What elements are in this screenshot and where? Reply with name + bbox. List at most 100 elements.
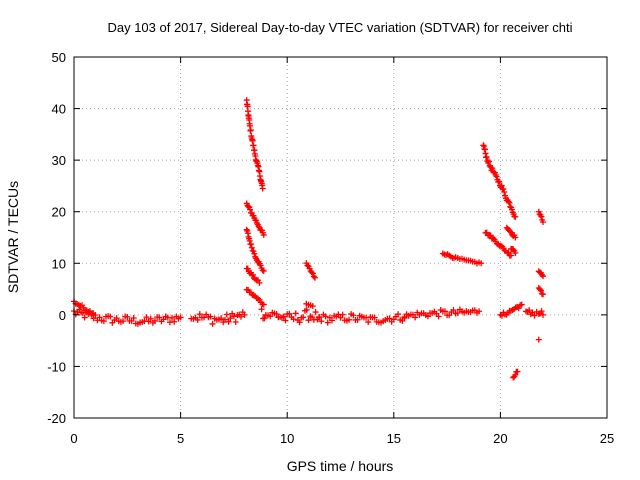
axis-ticks xyxy=(73,56,608,419)
data-point xyxy=(147,315,154,322)
data-point xyxy=(489,165,496,172)
data-point xyxy=(365,319,372,326)
data-point xyxy=(493,173,500,180)
y-axis-label: SDTVAR / TECUs xyxy=(5,181,21,293)
y-tick-label: -20 xyxy=(47,411,66,426)
grid-lines xyxy=(74,57,607,418)
y-tick-label: 20 xyxy=(52,205,66,220)
data-point xyxy=(259,185,266,192)
data-point xyxy=(100,318,107,325)
data-point xyxy=(256,279,263,286)
data-point xyxy=(514,368,521,375)
data-point xyxy=(296,319,303,326)
data-point xyxy=(538,213,545,220)
data-point xyxy=(304,262,311,269)
y-tick-label: 10 xyxy=(52,256,66,271)
data-point xyxy=(310,273,317,280)
x-tick-label: 15 xyxy=(387,431,401,446)
data-point xyxy=(248,244,255,251)
data-point xyxy=(435,313,442,320)
data-point xyxy=(454,309,461,316)
data-point xyxy=(350,312,357,319)
data-point xyxy=(90,310,97,317)
data-point xyxy=(107,313,114,320)
data-point xyxy=(124,313,131,320)
data-point xyxy=(512,249,519,256)
data-point xyxy=(512,213,519,220)
data-point xyxy=(207,313,214,320)
data-point xyxy=(478,260,485,267)
data-point xyxy=(260,268,267,275)
data-points xyxy=(71,97,547,381)
data-point xyxy=(446,312,453,319)
data-point xyxy=(316,313,323,320)
data-point xyxy=(512,371,519,378)
data-point xyxy=(171,318,178,325)
data-point xyxy=(303,306,310,313)
data-point xyxy=(227,315,234,322)
data-point xyxy=(128,318,135,325)
data-point xyxy=(498,182,505,189)
y-tick-label: 50 xyxy=(52,50,66,65)
data-point xyxy=(251,250,258,257)
data-point xyxy=(218,315,225,322)
x-tick-label: 0 xyxy=(70,431,77,446)
data-point xyxy=(505,198,512,205)
data-point xyxy=(196,311,203,318)
data-point xyxy=(258,306,265,313)
data-point xyxy=(232,319,239,326)
data-point xyxy=(395,311,402,318)
data-point xyxy=(536,286,543,293)
data-point xyxy=(531,312,538,319)
data-point xyxy=(290,316,297,323)
data-point xyxy=(156,314,163,321)
data-point xyxy=(286,310,293,317)
data-point xyxy=(424,313,431,320)
data-point xyxy=(238,313,245,320)
data-point xyxy=(312,309,319,316)
data-point xyxy=(401,315,408,322)
data-point xyxy=(81,314,88,321)
data-point xyxy=(255,223,262,230)
data-point xyxy=(305,317,312,324)
data-point xyxy=(537,287,544,294)
data-point xyxy=(476,308,483,315)
data-point xyxy=(250,271,257,278)
data-point xyxy=(324,319,331,326)
data-point xyxy=(450,307,457,314)
data-point xyxy=(318,318,325,325)
data-point xyxy=(346,316,353,323)
x-tick-label: 5 xyxy=(177,431,184,446)
data-point xyxy=(143,314,150,321)
data-point xyxy=(322,313,329,320)
x-tick-label: 20 xyxy=(493,431,507,446)
data-point xyxy=(506,228,513,235)
data-point xyxy=(512,234,519,241)
data-point xyxy=(441,308,448,315)
data-point xyxy=(506,199,513,206)
data-point xyxy=(230,313,237,320)
x-tick-label: 25 xyxy=(600,431,614,446)
data-point xyxy=(257,262,264,269)
data-point xyxy=(259,267,266,274)
y-tick-label: 40 xyxy=(52,102,66,117)
x-tick-label: 10 xyxy=(280,431,294,446)
data-point xyxy=(130,314,137,321)
data-point xyxy=(337,314,344,321)
data-point xyxy=(308,269,315,276)
x-axis-label: GPS time / hours xyxy=(287,458,394,474)
data-point xyxy=(246,122,253,129)
data-point xyxy=(354,316,361,323)
data-point xyxy=(241,311,248,318)
data-point xyxy=(113,315,120,322)
data-point xyxy=(267,313,274,320)
data-point xyxy=(282,317,289,324)
data-point xyxy=(273,310,280,317)
data-point xyxy=(260,301,267,308)
data-point xyxy=(247,126,254,133)
data-point xyxy=(225,318,232,325)
data-point xyxy=(412,314,419,321)
data-point xyxy=(300,314,307,321)
data-point xyxy=(223,311,230,318)
y-tick-label: 30 xyxy=(52,153,66,168)
